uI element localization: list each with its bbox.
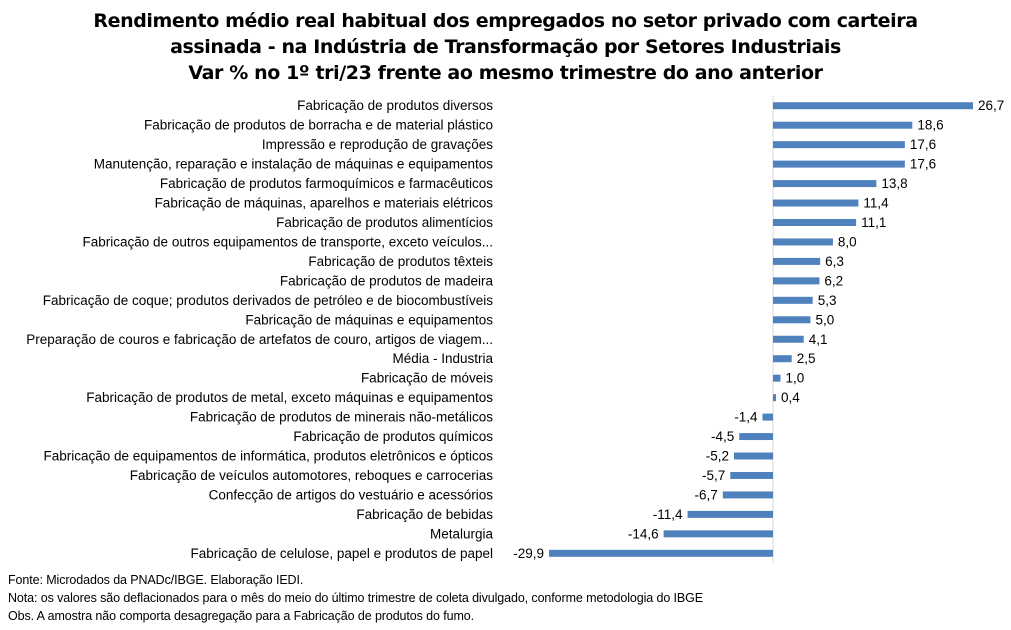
data-label: 8,0 <box>838 234 857 249</box>
data-label: 11,1 <box>861 215 886 230</box>
bar <box>772 335 804 343</box>
bar <box>772 257 821 265</box>
data-label: 18,6 <box>917 118 943 133</box>
data-label: 26,7 <box>978 98 1004 113</box>
bar <box>772 141 905 149</box>
chart-title: Rendimento médio real habitual dos empre… <box>0 8 1011 86</box>
data-label: 2,5 <box>797 351 816 366</box>
category-label: Fabricação de veículos automotores, rebo… <box>130 468 493 483</box>
bar <box>772 199 859 207</box>
data-label: -29,9 <box>513 546 544 561</box>
data-label: 11,4 <box>863 196 889 211</box>
category-label: Fabricação de produtos de metal, exceto … <box>86 390 493 405</box>
bar <box>772 160 905 168</box>
data-label: 13,8 <box>881 176 907 191</box>
category-label: Fabricação de produtos alimentícios <box>276 215 493 230</box>
bar <box>772 102 973 110</box>
category-label: Metalurgia <box>430 526 494 541</box>
category-label: Fabricação de produtos de minerais não-m… <box>190 410 493 425</box>
bar <box>772 238 833 246</box>
data-label: -6,7 <box>695 487 718 502</box>
chart-title-line-1: Rendimento médio real habitual dos empre… <box>93 10 918 32</box>
category-label: Fabricação de produtos químicos <box>293 429 493 444</box>
category-label: Média - Industria <box>392 351 493 366</box>
bar <box>722 491 773 499</box>
category-label: Fabricação de outros equipamentos de tra… <box>83 234 493 249</box>
chart-title-line-2: assinada - na Indústria de Transformação… <box>170 36 841 58</box>
category-label: Impressão e reprodução de gravações <box>262 137 493 152</box>
data-label: 6,3 <box>825 254 844 269</box>
bar <box>772 296 813 304</box>
bar <box>663 530 773 538</box>
bar <box>772 121 913 129</box>
source-note: Fonte: Microdados da PNADc/IBGE. Elabora… <box>8 573 304 587</box>
bar <box>739 433 773 441</box>
category-label: Fabricação de produtos diversos <box>297 98 493 113</box>
category-label: Confecção de artigos do vestuário e aces… <box>209 487 494 502</box>
methodology-note: Nota: os valores são deflacionados para … <box>8 591 704 605</box>
data-label: 1,0 <box>785 371 804 386</box>
bar <box>687 510 773 518</box>
category-label: Fabricação de celulose, papel e produtos… <box>191 546 493 561</box>
chart-notes: Fonte: Microdados da PNADc/IBGE. Elabora… <box>8 571 703 625</box>
bar <box>549 549 773 557</box>
bar <box>772 374 781 382</box>
data-label: -11,4 <box>653 507 683 522</box>
category-label: Fabricação de máquinas, aparelhos e mate… <box>155 196 494 211</box>
chart-title-line-3: Var % no 1º tri/23 frente ao mesmo trime… <box>188 62 823 84</box>
sample-note: Obs. A amostra não comporta desagregação… <box>8 609 474 623</box>
bar <box>772 218 857 226</box>
category-label: Fabricação de produtos têxteis <box>308 254 493 269</box>
data-label: -14,6 <box>628 526 659 541</box>
category-label: Fabricação de equipamentos de informátic… <box>43 449 493 464</box>
category-label: Fabricação de produtos farmoquímicos e f… <box>160 176 493 191</box>
bar <box>762 413 773 421</box>
bar <box>730 471 773 479</box>
data-label: -4,5 <box>711 429 734 444</box>
bar <box>772 180 877 188</box>
category-label: Fabricação de máquinas e equipamentos <box>245 312 493 327</box>
category-label: Fabricação de bebidas <box>356 507 493 522</box>
category-label: Manutenção, reparação e instalação de má… <box>94 157 494 172</box>
data-label: 4,1 <box>809 332 828 347</box>
bar <box>772 355 792 363</box>
data-label: 5,3 <box>818 293 837 308</box>
category-label: Preparação de couros e fabricação de art… <box>26 332 493 347</box>
data-label: 17,6 <box>910 157 936 172</box>
data-label: 17,6 <box>910 137 936 152</box>
category-label: Fabricação de móveis <box>361 371 493 386</box>
data-label: -5,7 <box>702 468 725 483</box>
data-label: -5,2 <box>706 449 729 464</box>
bar <box>772 394 776 402</box>
category-label: Fabricação de coque; produtos derivados … <box>43 293 494 308</box>
data-label: 0,4 <box>781 390 800 405</box>
data-label: -1,4 <box>734 410 758 425</box>
bar <box>772 316 811 324</box>
bar <box>734 452 773 460</box>
category-label: Fabricação de produtos de madeira <box>280 273 494 288</box>
data-label: 6,2 <box>824 273 843 288</box>
bar <box>772 277 820 285</box>
category-label: Fabricação de produtos de borracha e de … <box>144 118 493 133</box>
data-label: 5,0 <box>815 312 834 327</box>
